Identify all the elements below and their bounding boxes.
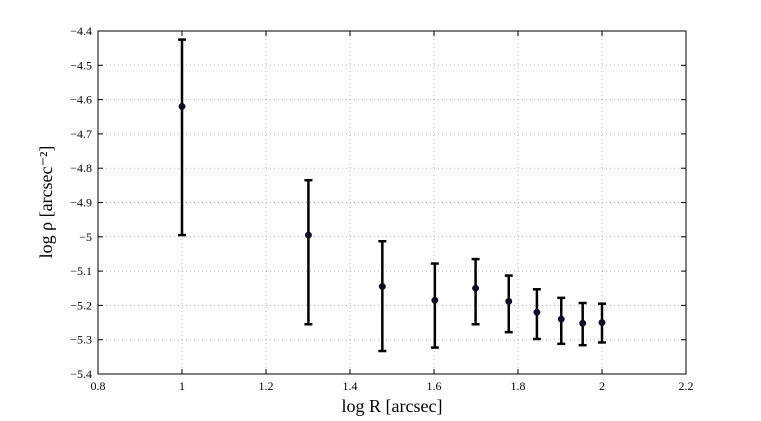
data-point xyxy=(533,308,541,316)
y-tick-label: −4.4 xyxy=(70,24,92,38)
y-axis-label: log ρ [arcsec⁻²] xyxy=(36,146,56,259)
x-tick-label: 2 xyxy=(599,379,605,393)
data-point xyxy=(472,284,480,292)
y-tick-label: −4.6 xyxy=(70,93,92,107)
y-tick-label: −5.2 xyxy=(70,298,92,312)
error-bars xyxy=(178,38,606,353)
y-tick-labels: −4.4 −4.5 −4.6 −4.7 −4.8 −4.9 −5 −5.1 −5.2 −5.3 −5… xyxy=(70,24,92,381)
y-tick-label: −5.1 xyxy=(70,264,92,278)
data-point xyxy=(431,296,439,304)
x-tick-label: 1.2 xyxy=(259,379,274,393)
data-point xyxy=(378,283,386,290)
data-point xyxy=(178,103,186,110)
x-tick-label: 1.8 xyxy=(511,379,526,393)
grid xyxy=(98,31,686,374)
data-point xyxy=(505,297,513,305)
y-tick-label: −4.9 xyxy=(70,196,92,210)
x-axis-label: log R [arcsec] xyxy=(342,396,443,416)
x-tick-label: 0.8 xyxy=(91,379,106,393)
x-tick-label: 1 xyxy=(179,379,185,393)
x-tick-labels: 0.8 1 1.2 1.4 1.6 1.8 2 2.2 xyxy=(91,379,694,393)
y-tick-label: −5 xyxy=(79,230,92,244)
x-tick-label: 2.2 xyxy=(679,379,694,393)
data-point xyxy=(557,315,565,323)
x-tick-label: 1.6 xyxy=(427,379,442,393)
y-tick-label: −5.4 xyxy=(70,367,92,381)
data-points xyxy=(178,103,606,327)
data-point xyxy=(304,231,312,239)
x-tick-label: 1.4 xyxy=(343,379,358,393)
y-tick-label: −4.5 xyxy=(70,58,92,72)
data-point xyxy=(598,319,606,326)
y-tick-label: −4.8 xyxy=(70,161,92,175)
data-point xyxy=(579,319,587,327)
axis-ticks xyxy=(97,30,687,375)
y-tick-label: −4.7 xyxy=(70,127,92,141)
y-tick-label: −5.3 xyxy=(70,333,92,347)
